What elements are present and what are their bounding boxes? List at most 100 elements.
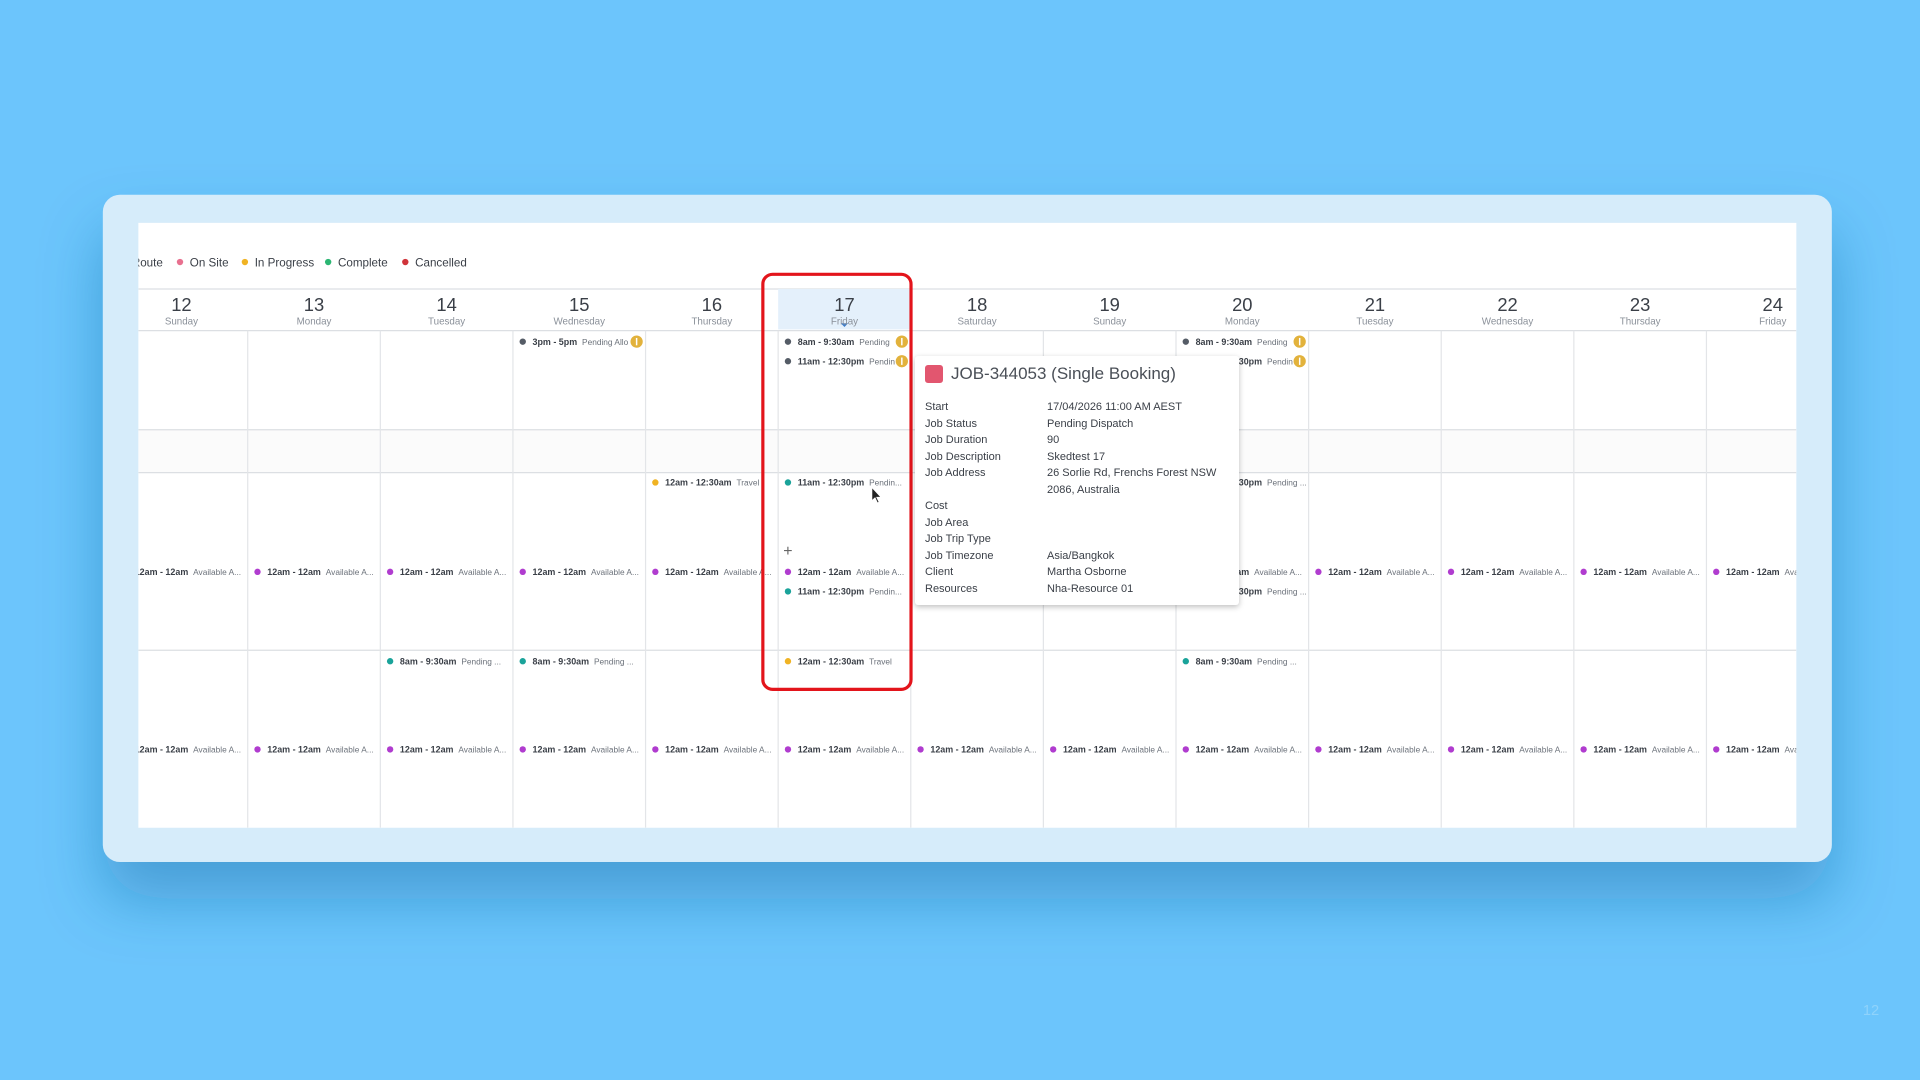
event-label: Available A...	[326, 745, 374, 755]
weekday: Thursday	[691, 316, 732, 327]
alert-mark	[1298, 357, 1301, 365]
calendar-icon	[925, 365, 943, 383]
weekday: Monday	[1225, 316, 1260, 327]
day-number: 16	[702, 294, 722, 315]
event-label: Available A...	[856, 567, 904, 577]
job-popup: JOB-344053 (Single Booking) Start 17/04/2…	[915, 356, 1239, 605]
event-dot	[784, 568, 792, 576]
event-label: Available A...	[193, 745, 241, 755]
event: 12am - 12am Available A...	[1461, 567, 1567, 577]
day-number: 18	[967, 294, 987, 315]
event: 8am - 9:30am Pending	[798, 337, 890, 347]
event-label: Pendin	[1267, 356, 1293, 366]
event: 12am - 12am Available A...	[1726, 567, 1832, 577]
event-label: Available A...	[591, 567, 639, 577]
event-time: 12am - 12am	[1726, 745, 1780, 755]
event-time: 12am - 12am	[798, 567, 852, 577]
day-number: 17	[834, 294, 854, 315]
add-icon: +	[783, 543, 792, 560]
weekday: Tuesday	[1356, 316, 1393, 327]
event-label: Pendin...	[869, 478, 902, 488]
event-dot	[784, 358, 792, 365]
field-value	[1047, 515, 1227, 532]
event: 12am - 12am Available A...	[135, 745, 241, 755]
field-row: Job Area	[925, 515, 1227, 532]
event-time: 12am - 12:30am	[798, 656, 865, 666]
event-time: 8am - 9:30am	[400, 656, 457, 666]
event: 11am - 12:30pm Pendin...	[798, 478, 902, 488]
day-number: 24	[1763, 294, 1783, 315]
event-dot	[386, 746, 394, 753]
event-dot	[519, 746, 526, 753]
cursor	[871, 486, 883, 504]
field-label: Job Timezone	[925, 549, 994, 562]
weekday: Wednesday	[1482, 316, 1534, 327]
alert-mark	[901, 337, 903, 346]
field-label: Job Area	[925, 516, 969, 529]
event: 12am - 12am Available A...	[1461, 745, 1567, 755]
event: 12am - 12am Available A...	[1063, 745, 1169, 755]
legend-label: Cancelled	[415, 256, 467, 269]
event-label: Available A...	[458, 745, 506, 755]
event: 12am - 12am Available A...	[1593, 567, 1699, 577]
weekday: Sunday	[165, 316, 198, 327]
event-time: 12am - 12am	[665, 567, 719, 577]
event-label: Pendin...	[869, 587, 902, 597]
event-label: Available A...	[1254, 745, 1302, 755]
event: 12am - 12:30am Travel	[798, 656, 892, 666]
event: 12am - 12am Available A...	[1196, 745, 1302, 755]
event: 8am - 9:30am Pending ...	[400, 656, 501, 666]
selected-day-header	[778, 288, 911, 330]
field-label: Job Trip Type	[925, 533, 991, 545]
field-label: Resources	[925, 582, 978, 595]
event-label: Available A...	[1785, 745, 1833, 755]
event-label: Available A...	[856, 745, 904, 755]
slide-number: 12	[1863, 1003, 1879, 1019]
event-time: 12am - 12am	[1593, 745, 1647, 755]
event-label: Pendin	[869, 356, 895, 366]
event-time: 12am - 12am	[400, 745, 454, 755]
field-row: Start 17/04/2026 11:00 AM AEST	[925, 399, 1227, 416]
field-value	[1047, 531, 1227, 548]
field-row: Job Timezone Asia/Bangkok	[925, 548, 1227, 565]
weekday: Thursday	[1620, 316, 1661, 327]
event-label: Travel	[737, 478, 760, 488]
field-label: Cost	[925, 500, 948, 512]
event-label: Travel	[869, 656, 892, 666]
event-dot	[519, 568, 526, 576]
event-label: Available A...	[1519, 745, 1567, 755]
field-row: Job Trip Type	[925, 531, 1227, 548]
event-dot	[917, 746, 924, 753]
event-time: 12am - 12am	[533, 745, 587, 755]
event-label: Pending	[859, 337, 890, 347]
event-time: 12am - 12am	[1328, 745, 1382, 755]
event-time: 12am - 12am	[1726, 567, 1780, 577]
field-row: Job Address 26 Sorlie Rd, Frenchs Forest …	[925, 465, 1227, 498]
event-dot	[1315, 746, 1322, 753]
event-time: 12am - 12am	[798, 745, 852, 755]
field-row: Job Description Skedtest 17	[925, 449, 1227, 466]
event-time: 12am - 12am	[1328, 567, 1382, 577]
weekday: Tuesday	[428, 316, 465, 327]
event-dot	[1713, 746, 1720, 753]
event-time: 12am - 12am	[267, 567, 321, 577]
event-time: 12am - 12am	[1063, 745, 1117, 755]
popup-fields: Start 17/04/2026 11:00 AM AEST Job Status P…	[925, 399, 1227, 597]
event: 12am - 12am Available A...	[1726, 745, 1832, 755]
event: 11am - 12:30pm Pendin...	[798, 587, 902, 597]
event-time: 12am - 12am	[533, 567, 587, 577]
field-value: Nha-Resource 01	[1047, 582, 1134, 595]
day-number: 23	[1630, 294, 1650, 315]
field-value: Pending Dispatch	[1047, 417, 1134, 430]
event-time: 8am - 9:30am	[1196, 337, 1253, 347]
day-number: 13	[304, 294, 324, 315]
field-label: Job Duration	[925, 434, 988, 446]
event-label: Pending ...	[594, 656, 634, 666]
event-dot	[1182, 746, 1189, 753]
event-time: 11am - 12:30pm	[798, 587, 865, 597]
event: 12am - 12:30am Travel	[665, 478, 759, 488]
event-time: 11am - 12:30pm	[798, 478, 865, 488]
event: 12am - 12am Available A...	[1328, 745, 1434, 755]
weekday: Monday	[297, 316, 332, 327]
event-label: Pending Allo	[582, 337, 629, 347]
